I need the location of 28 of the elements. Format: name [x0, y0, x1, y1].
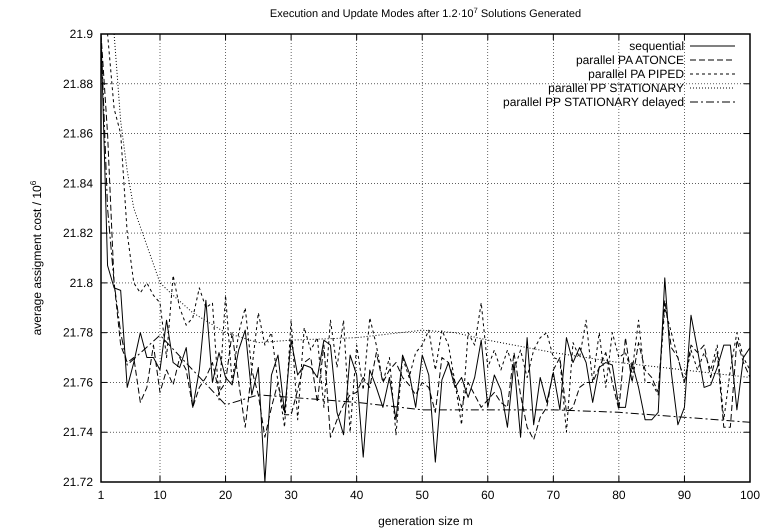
legend-label: parallel PA PIPED	[588, 67, 684, 81]
y-tick-label: 21.78	[62, 326, 94, 340]
x-tick-label: 40	[350, 488, 364, 502]
x-tick-label: 50	[416, 488, 430, 502]
legend-label: parallel PP STATIONARY delayed	[503, 95, 684, 109]
y-tick-label: 21.86	[62, 126, 94, 141]
x-tick-label: 20	[218, 488, 233, 502]
x-tick-label: 70	[546, 488, 560, 502]
y-tick-label: 21.76	[62, 375, 94, 390]
y-tick-label: 21.84	[62, 176, 94, 190]
chart-title: Execution and Update Modes after 1.2·10$^{7}$ Solutions Generated	[270, 6, 582, 20]
x-tick-label: 100	[740, 488, 760, 502]
x-tick-label: 10	[153, 488, 167, 502]
x-tick-label: 1	[98, 488, 105, 502]
legend-label: parallel PA ATONCE	[576, 53, 684, 67]
y-tick-label: 21.8	[70, 276, 94, 290]
x-tick-label: 30	[284, 488, 298, 502]
legend-label: sequential	[629, 39, 684, 53]
y-tick-label: 21.74	[62, 425, 94, 440]
legend-label: parallel PP STATIONARY	[548, 81, 684, 95]
y-tick-label: 21.9	[70, 27, 94, 41]
x-tick-label: 80	[612, 488, 626, 502]
x-axis-title: generation size m	[378, 514, 473, 528]
y-tick-label: 21.82	[62, 226, 94, 240]
x-tick-label: 90	[678, 488, 692, 502]
y-tick-label: 21.88	[62, 76, 94, 91]
y-tick-label: 21.72	[62, 475, 94, 489]
x-tick-label: 60	[481, 488, 495, 502]
